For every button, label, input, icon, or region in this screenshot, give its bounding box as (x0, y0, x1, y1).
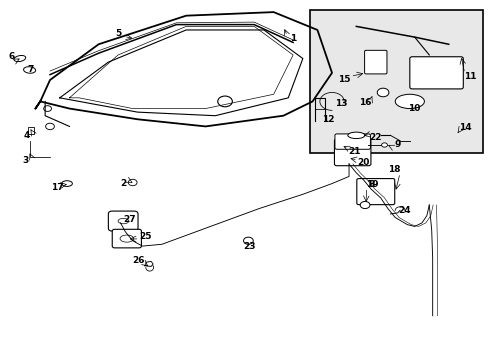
Text: 13: 13 (335, 99, 347, 108)
Ellipse shape (61, 181, 72, 186)
Text: 6: 6 (9, 52, 15, 61)
Text: 15: 15 (338, 75, 350, 84)
Ellipse shape (118, 219, 128, 224)
Text: 16: 16 (358, 98, 370, 107)
Text: 8: 8 (368, 180, 374, 189)
Text: 17: 17 (51, 183, 63, 192)
FancyBboxPatch shape (334, 139, 370, 166)
FancyBboxPatch shape (108, 211, 138, 231)
Text: 23: 23 (243, 242, 255, 251)
Text: 12: 12 (321, 115, 334, 124)
Ellipse shape (23, 67, 36, 73)
Text: 18: 18 (387, 166, 400, 175)
Text: 7: 7 (27, 66, 34, 75)
Circle shape (128, 179, 137, 186)
FancyBboxPatch shape (364, 50, 386, 74)
Text: 22: 22 (369, 132, 381, 141)
Ellipse shape (394, 94, 424, 109)
Text: 5: 5 (115, 29, 121, 38)
Text: 1: 1 (289, 35, 296, 44)
Text: 27: 27 (123, 215, 136, 224)
Text: 11: 11 (464, 72, 476, 81)
Text: 3: 3 (22, 156, 29, 165)
FancyBboxPatch shape (334, 134, 370, 149)
Text: 4: 4 (23, 131, 30, 140)
Text: 10: 10 (407, 104, 420, 113)
Text: 26: 26 (132, 256, 144, 265)
Ellipse shape (14, 55, 26, 62)
Text: 24: 24 (398, 206, 410, 215)
Circle shape (360, 202, 369, 208)
Text: 20: 20 (357, 158, 369, 167)
Ellipse shape (120, 235, 133, 242)
Circle shape (45, 123, 54, 130)
Text: 9: 9 (394, 140, 401, 149)
Text: 21: 21 (347, 147, 360, 156)
Text: 2: 2 (120, 179, 126, 188)
FancyBboxPatch shape (409, 57, 462, 89)
Ellipse shape (347, 132, 364, 139)
Text: 14: 14 (459, 123, 471, 132)
Circle shape (381, 143, 386, 147)
Circle shape (243, 237, 253, 244)
Circle shape (376, 88, 388, 97)
FancyBboxPatch shape (356, 179, 394, 204)
Bar (309, 10, 482, 153)
Text: 19: 19 (366, 180, 378, 189)
Bar (28, 127, 34, 134)
Text: 25: 25 (139, 231, 151, 240)
Circle shape (217, 96, 232, 107)
FancyBboxPatch shape (112, 229, 141, 248)
Circle shape (43, 106, 51, 111)
